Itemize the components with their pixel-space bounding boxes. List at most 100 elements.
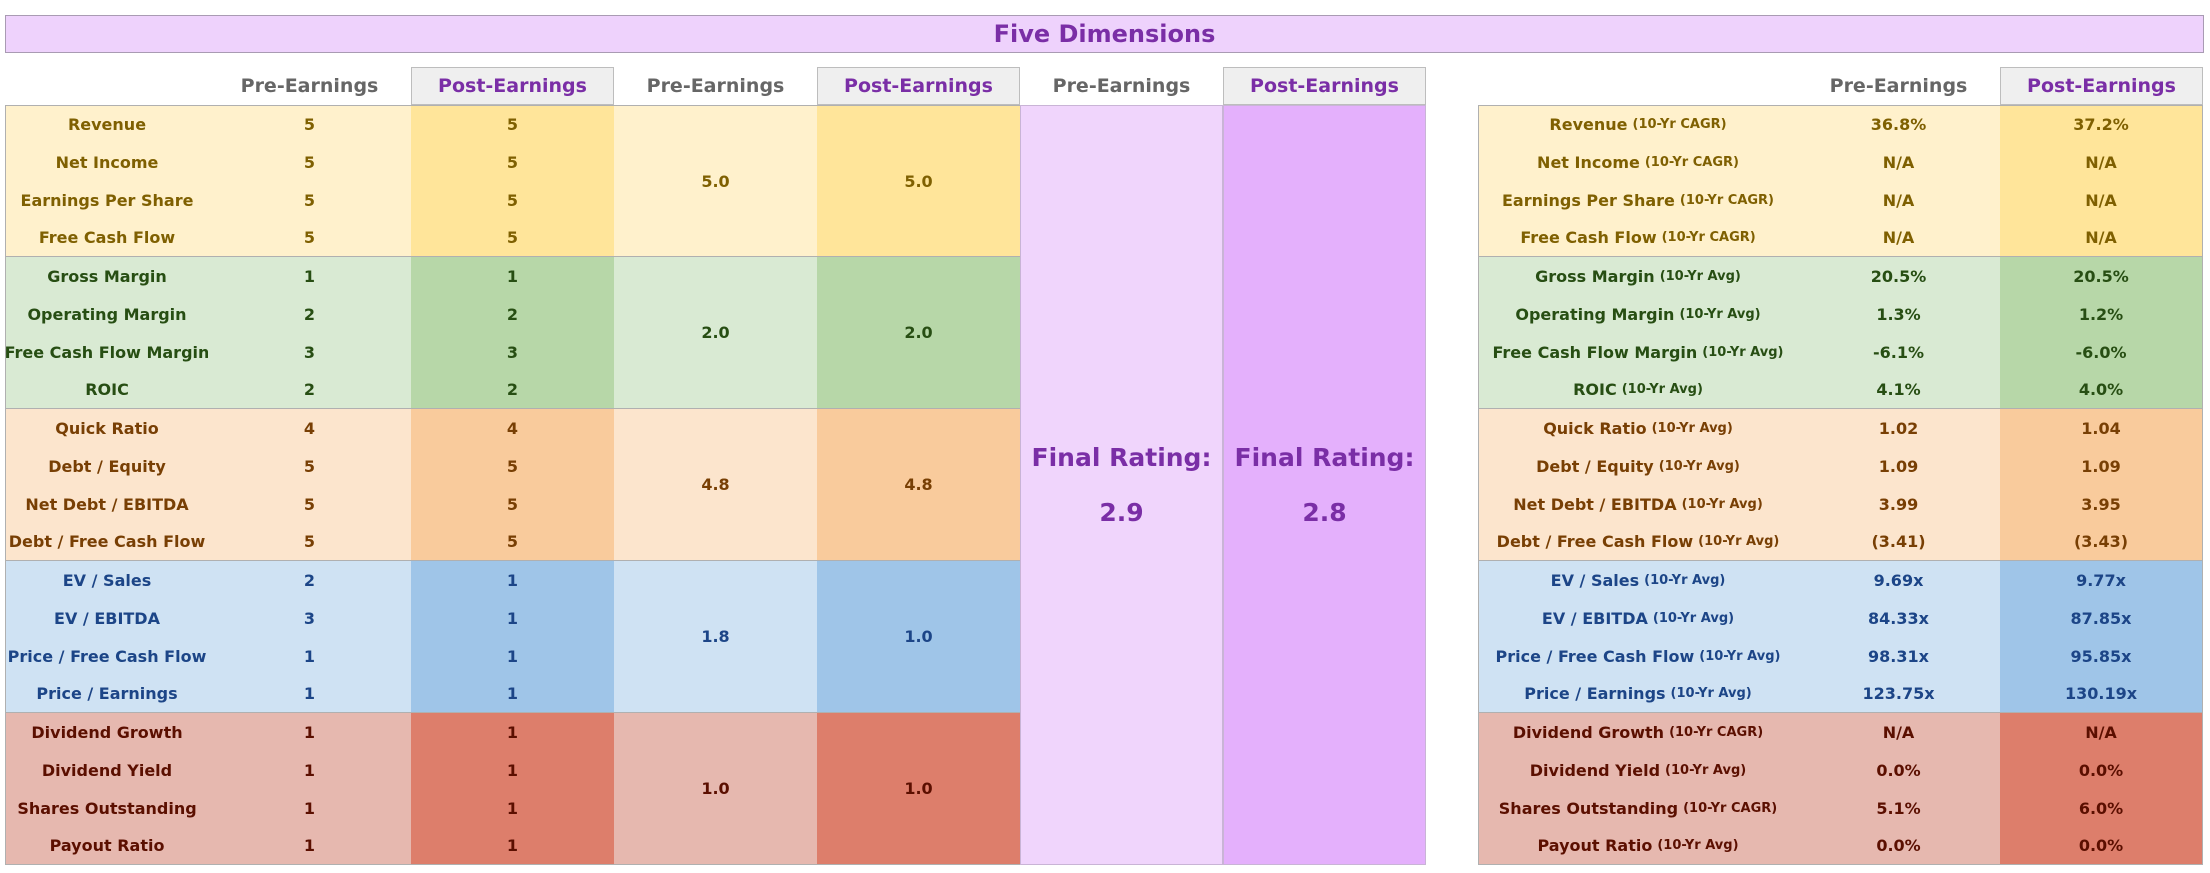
metric-label: Operating Margin (10-Yr Avg) [1478, 295, 1797, 333]
metric-value-pre: 0.0% [1797, 751, 2000, 789]
metric-label: EV / Sales (10-Yr Avg) [1478, 561, 1797, 599]
metric-value-pre: 98.31x [1797, 637, 2000, 675]
post-earnings-score: 4 [411, 409, 614, 447]
metric-value-post: -6.0% [2000, 333, 2203, 371]
dimension-label: Net Debt / EBITDA [5, 485, 208, 523]
pre-earnings-score: 2 [208, 371, 411, 409]
dimension-label: Gross Margin [5, 257, 208, 295]
metric-label: Payout Ratio (10-Yr Avg) [1478, 827, 1797, 865]
metric-name: Free Cash Flow Margin [1492, 342, 1698, 362]
metric-name: EV / Sales [1550, 570, 1640, 590]
metric-label: EV / EBITDA (10-Yr Avg) [1478, 599, 1797, 637]
metric-label: Dividend Yield (10-Yr Avg) [1478, 751, 1797, 789]
metric-value-pre: 5.1% [1797, 789, 2000, 827]
header-blank [5, 67, 208, 105]
metric-value-pre: 3.99 [1797, 485, 2000, 523]
post-earnings-score: 1 [411, 675, 614, 713]
metric-name: Debt / Free Cash Flow [1496, 532, 1694, 551]
metric-value-pre: N/A [1797, 181, 2000, 219]
group-average-post: 4.8 [817, 409, 1020, 561]
metric-period: (10-Yr Avg) [1659, 268, 1741, 284]
metric-value-pre: 4.1% [1797, 371, 2000, 409]
dimension-label: EV / Sales [5, 561, 208, 599]
metric-value-pre: (3.41) [1797, 523, 2000, 561]
metric-period: (10-Yr Avg) [1644, 572, 1726, 588]
post-earnings-score: 1 [411, 637, 614, 675]
metric-label: Free Cash Flow (10-Yr CAGR) [1478, 219, 1797, 257]
pre-earnings-score: 5 [208, 105, 411, 143]
metric-label: Quick Ratio (10-Yr Avg) [1478, 409, 1797, 447]
post-earnings-score: 1 [411, 713, 614, 751]
metric-period: (10-Yr Avg) [1657, 838, 1739, 853]
final-rating-post-value: 2.8 [1302, 498, 1347, 527]
metric-value-pre: N/A [1797, 143, 2000, 181]
metric-value-post: 3.95 [2000, 485, 2203, 523]
metric-name: Net Income [1537, 152, 1640, 172]
metric-value-post: 130.19x [2000, 675, 2203, 713]
metric-label: Net Debt / EBITDA (10-Yr Avg) [1478, 485, 1797, 523]
dimension-label: Operating Margin [5, 295, 208, 333]
metric-value-post: (3.43) [2000, 523, 2203, 561]
metric-value-pre: 0.0% [1797, 827, 2000, 865]
post-earnings-score: 5 [411, 143, 614, 181]
metric-name: Debt / Equity [1536, 456, 1654, 476]
metric-value-pre: N/A [1797, 713, 2000, 751]
metric-period: (10-Yr Avg) [1651, 420, 1733, 436]
dimension-label: Free Cash Flow Margin [5, 333, 209, 371]
metric-name: Operating Margin [1515, 304, 1675, 324]
header-pre-earnings-final: Pre-Earnings [1052, 75, 1191, 97]
metric-label: Dividend Growth (10-Yr CAGR) [1478, 713, 1797, 751]
dimension-label: Shares Outstanding [5, 789, 208, 827]
metrics-header-pre: Pre-Earnings [1829, 75, 1968, 97]
group-average-pre: 1.0 [614, 713, 817, 865]
metric-name: Gross Margin [1535, 266, 1655, 286]
metric-period: (10-Yr CAGR) [1679, 192, 1774, 208]
metric-label: Revenue (10-Yr CAGR) [1478, 105, 1797, 143]
post-earnings-score: 5 [411, 105, 614, 143]
ratings-grid: Pre-Earnings Post-Earnings Pre-Earnings … [5, 67, 1426, 865]
group-average-post: 1.0 [817, 713, 1020, 865]
dimension-label: Payout Ratio [5, 827, 208, 865]
metric-name: Price / Earnings [1524, 684, 1666, 703]
metric-label: Debt / Equity (10-Yr Avg) [1478, 447, 1797, 485]
metric-period: (10-Yr CAGR) [1683, 800, 1778, 816]
metric-period: (10-Yr CAGR) [1661, 230, 1756, 245]
metric-period: (10-Yr CAGR) [1632, 117, 1727, 132]
post-earnings-score: 1 [411, 789, 614, 827]
metric-period: (10-Yr Avg) [1679, 306, 1761, 322]
metric-value-pre: 1.02 [1797, 409, 2000, 447]
metric-period: (10-Yr Avg) [1652, 610, 1735, 626]
metric-value-post: 95.85x [2000, 637, 2203, 675]
metric-label: Free Cash Flow Margin (10-Yr Avg) [1478, 333, 1797, 371]
metric-value-pre: N/A [1797, 219, 2000, 257]
final-rating-pre: Final Rating: 2.9 [1020, 105, 1223, 865]
group-average-post: 5.0 [817, 105, 1020, 257]
metric-value-pre: 1.3% [1797, 295, 2000, 333]
dimension-label: Dividend Growth [5, 713, 208, 751]
metric-name: Shares Outstanding [1498, 798, 1679, 818]
dimension-label: Revenue [5, 105, 208, 143]
metric-name: Quick Ratio [1543, 418, 1647, 438]
final-rating-pre-value: 2.9 [1099, 498, 1144, 527]
dimension-label: ROIC [5, 371, 208, 409]
metric-name: Earnings Per Share [1501, 190, 1675, 210]
metric-period: (10-Yr Avg) [1702, 344, 1784, 360]
header-pre-earnings-scores: Pre-Earnings [240, 75, 379, 97]
metric-value-post: 1.04 [2000, 409, 2203, 447]
metric-period: (10-Yr Avg) [1670, 686, 1752, 701]
header-pre-earnings-averages: Pre-Earnings [646, 75, 785, 97]
metric-name: EV / EBITDA [1541, 608, 1648, 628]
metric-value-post: 6.0% [2000, 789, 2203, 827]
post-earnings-score: 5 [411, 219, 614, 257]
metric-value-pre: 123.75x [1797, 675, 2000, 713]
metric-period: (10-Yr CAGR) [1644, 154, 1739, 170]
metric-value-pre: 1.09 [1797, 447, 2000, 485]
final-rating-post: Final Rating: 2.8 [1223, 105, 1426, 865]
metric-value-post: 87.85x [2000, 599, 2203, 637]
metric-period: (10-Yr Avg) [1681, 496, 1763, 512]
metric-name: Price / Free Cash Flow [1495, 646, 1695, 666]
metric-value-post: 4.0% [2000, 371, 2203, 409]
group-average-post: 2.0 [817, 257, 1020, 409]
metric-label: Net Income (10-Yr CAGR) [1478, 143, 1797, 181]
pre-earnings-score: 5 [208, 447, 411, 485]
